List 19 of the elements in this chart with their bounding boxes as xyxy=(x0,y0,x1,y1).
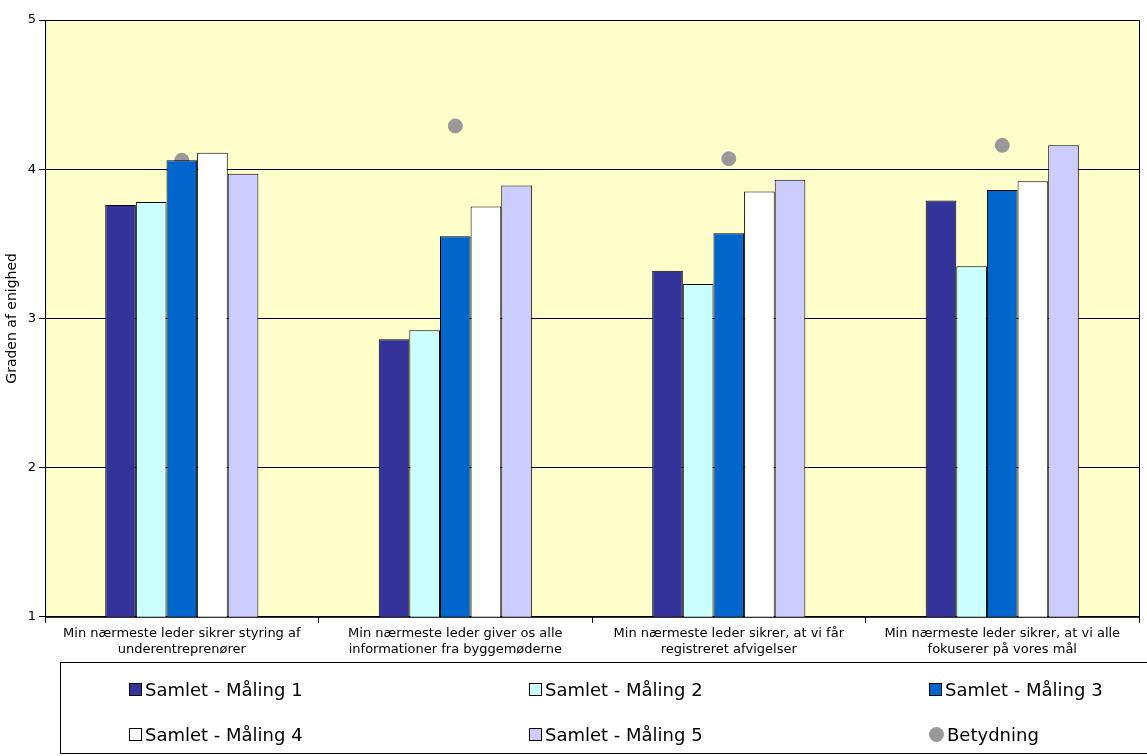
y-tick-label: 4 xyxy=(27,160,37,176)
y-tick-label: 3 xyxy=(27,309,37,325)
legend-label: Samlet - Måling 5 xyxy=(544,723,704,747)
y-tick-label: 5 xyxy=(27,11,37,27)
point xyxy=(721,151,737,167)
y-tick-label: 1 xyxy=(27,608,37,624)
legend-label: Samlet - Måling 1 xyxy=(144,678,304,702)
y-tick-label: 2 xyxy=(27,458,37,474)
legend-label: Samlet - Måling 4 xyxy=(144,723,304,747)
point xyxy=(994,137,1010,153)
x-tick-label: Min nærmeste leder giver os alle informationer fra byggemøderne xyxy=(348,624,563,656)
x-tick-label: Min nærmeste leder sikrer, at vi får registreret afvigelser xyxy=(613,624,845,656)
legend-label: Samlet - Måling 3 xyxy=(944,678,1104,702)
legend-label: Betydning xyxy=(946,723,1040,747)
x-tick-label: Min nærmeste leder sikrer styring af underentreprenører xyxy=(63,624,301,656)
y-axis-title: Graden af enighed xyxy=(3,253,20,384)
point xyxy=(447,118,463,134)
legend-label: Samlet - Måling 2 xyxy=(544,678,704,702)
x-tick-label: Min nærmeste leder sikrer, at vi alle fokuserer på vores mål xyxy=(884,624,1121,656)
